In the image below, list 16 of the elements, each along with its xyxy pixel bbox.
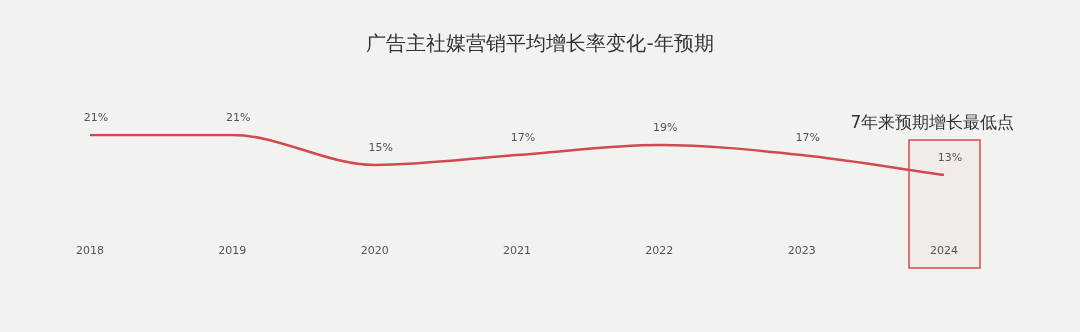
data-label: 17%	[795, 131, 820, 145]
x-tick-label: 2018	[76, 244, 104, 258]
x-tick-label: 2020	[360, 244, 389, 258]
chart-title: 广告主社媒营销平均增长率变化-年预期	[366, 31, 714, 56]
data-label: 17%	[510, 131, 536, 145]
x-tick-label: 2019	[218, 244, 247, 258]
band-label: 7年来预期增长最低点	[850, 112, 1015, 133]
data-label: 21%	[83, 111, 109, 125]
x-tick-label: 2023	[787, 244, 816, 258]
data-label: 21%	[226, 111, 251, 125]
data-label: 19%	[653, 121, 678, 135]
x-tick-label: 2022	[645, 244, 674, 258]
x-tick-label: 2024	[930, 244, 958, 258]
x-tick-label: 2021	[503, 244, 531, 258]
data-label: 13%	[937, 151, 963, 165]
data-label: 15%	[368, 141, 393, 155]
